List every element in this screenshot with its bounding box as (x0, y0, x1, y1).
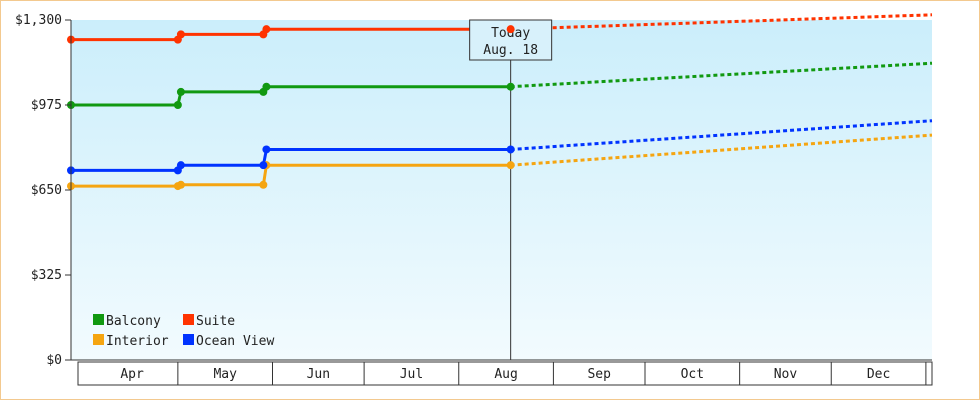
data-point-balcony (173, 101, 182, 109)
y-axis: $0 $325 $650 $975 $1,300 (15, 13, 72, 368)
month-label-aug: Aug (494, 367, 517, 382)
legend-label-interior: Interior (106, 334, 169, 349)
today-date-label: Aug. 18 (483, 43, 538, 58)
legend-label-balcony: Balcony (106, 314, 161, 329)
data-point-balcony (262, 82, 271, 91)
today-label: Today (491, 26, 530, 41)
legend-label-suite: Suite (196, 314, 235, 329)
y-tick-label: $975 (31, 98, 62, 113)
x-axis: Apr May Jun Jul Aug Sep Oct Nov Dec (71, 359, 933, 386)
series-lines (71, 13, 933, 188)
data-point-suite (506, 25, 515, 34)
series-forecast-interior (510, 133, 933, 167)
data-point-ocean-view (176, 161, 185, 170)
data-point-interior (176, 180, 185, 189)
series-line-ocean-view (71, 148, 511, 172)
legend: Balcony Suite Interior Ocean View (93, 314, 274, 349)
month-label-jul: Jul (400, 367, 423, 382)
plot-area (71, 20, 932, 360)
data-point-interior (506, 161, 515, 170)
month-label-may: May (213, 367, 237, 382)
series-line-suite (71, 27, 511, 42)
month-label-sep: Sep (587, 367, 611, 382)
data-point-balcony (506, 82, 515, 91)
y-tick-label: $650 (31, 183, 62, 198)
data-point-interior (259, 180, 268, 189)
series-forecast-ocean-view (510, 119, 933, 151)
legend-label-ocean-view: Ocean View (196, 334, 274, 349)
data-point-balcony (176, 87, 185, 96)
data-point-ocean-view (262, 145, 271, 154)
data-point-ocean-view (506, 145, 515, 154)
month-label-dec: Dec (867, 367, 890, 382)
series-line-balcony (71, 85, 511, 107)
month-label-apr: Apr (120, 367, 144, 382)
data-point-suite (262, 25, 271, 34)
y-tick-label: $0 (46, 353, 62, 368)
data-point-ocean-view (259, 161, 268, 170)
y-tick-label: $325 (31, 268, 62, 283)
legend-swatch-interior (93, 334, 104, 345)
today-marker: Today Aug. 18 (469, 19, 553, 360)
series-forecast-balcony (510, 61, 933, 89)
data-point-suite (176, 30, 185, 39)
legend-swatch-suite (183, 314, 194, 325)
series-forecast-suite (510, 13, 933, 31)
series-line-interior (71, 163, 511, 188)
month-label-jun: Jun (307, 367, 330, 382)
legend-swatch-ocean-view (183, 334, 194, 345)
month-label-oct: Oct (681, 367, 704, 382)
month-label-nov: Nov (774, 367, 798, 382)
series-points (67, 25, 515, 191)
y-tick-label: $1,300 (15, 13, 62, 28)
legend-swatch-balcony (93, 314, 104, 325)
